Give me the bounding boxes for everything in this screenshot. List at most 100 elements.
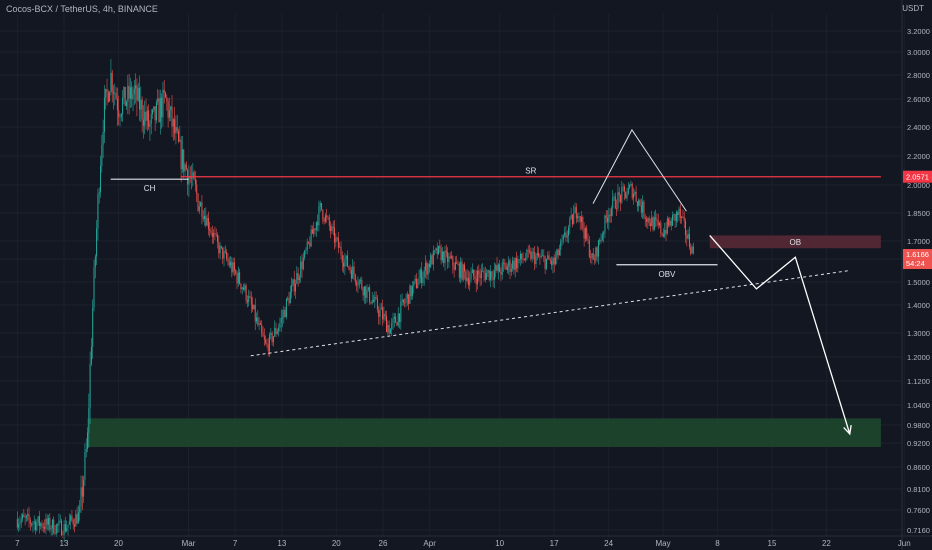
current-price-badge: [903, 249, 932, 270]
candle-up: [97, 194, 99, 229]
candle-up: [33, 521, 35, 524]
candle-up: [302, 257, 304, 270]
candle-down: [382, 307, 384, 320]
candle-down: [107, 91, 109, 102]
candle-up: [258, 323, 260, 325]
current-price-text: 1.6166: [906, 250, 929, 259]
candle-down: [452, 256, 454, 266]
candle-up: [37, 516, 39, 523]
candle-up: [363, 286, 365, 296]
candle-down: [376, 298, 378, 311]
candle-down: [586, 228, 588, 240]
candle-up: [291, 285, 293, 292]
candle-down: [500, 272, 502, 275]
candle-down: [224, 251, 226, 253]
candle-down: [139, 87, 141, 110]
candle-down: [350, 270, 352, 279]
candle-up: [344, 259, 346, 267]
candle-down: [475, 278, 477, 285]
candle-up: [152, 110, 154, 115]
countdown-text: 54:24: [906, 259, 925, 268]
candle-down: [81, 487, 83, 497]
candle-down: [686, 235, 688, 239]
candle-up: [678, 208, 680, 216]
candle-down: [496, 265, 498, 271]
candle-down: [28, 514, 30, 521]
candle-down: [467, 277, 469, 286]
candle-down: [685, 220, 687, 236]
candle-up: [223, 251, 225, 259]
candle-down: [488, 270, 490, 280]
candle-down: [154, 106, 156, 121]
candle-down: [111, 72, 113, 92]
candle-up: [20, 519, 22, 523]
candle-up: [387, 324, 389, 333]
candle-down: [396, 322, 398, 326]
candle-down: [483, 270, 485, 274]
y-tick-label: 1.1200: [907, 377, 930, 386]
y-tick-label: 2.6000: [907, 95, 930, 104]
candle-up: [495, 265, 497, 271]
candle-down: [473, 269, 475, 276]
candle-up: [432, 250, 434, 265]
candle-up: [135, 85, 137, 89]
candle-up: [287, 298, 289, 299]
candle-up: [647, 217, 649, 222]
candle-down: [657, 220, 659, 226]
x-tick-label: Apr: [423, 539, 436, 548]
candle-down: [688, 233, 690, 248]
candle-up: [617, 192, 619, 209]
candle-up: [181, 149, 183, 170]
candle-up: [531, 252, 533, 259]
candle-up: [204, 215, 206, 219]
candle-up: [63, 524, 65, 537]
y-tick-label: 1.5000: [907, 278, 930, 287]
candle-down: [35, 521, 37, 530]
candle-down: [311, 229, 313, 234]
candle-down: [456, 262, 458, 264]
candle-down: [428, 263, 430, 268]
x-tick-label: 17: [550, 539, 559, 548]
candle-up: [162, 89, 164, 118]
candle-up: [552, 257, 554, 266]
candle-down: [538, 252, 540, 257]
candle-down: [449, 256, 451, 258]
x-tick-label: 13: [277, 539, 286, 548]
candle-down: [250, 297, 252, 305]
y-tick-label: 0.9200: [907, 439, 930, 448]
candle-down: [145, 111, 147, 121]
candle-down: [553, 257, 555, 265]
x-tick-label: 20: [114, 539, 123, 548]
candle-up: [672, 215, 674, 226]
candle-down: [228, 260, 230, 266]
y-tick-label: 2.8000: [907, 71, 930, 80]
candle-down: [590, 256, 592, 258]
candle-down: [557, 249, 559, 256]
candle-down: [196, 184, 198, 194]
candle-down: [544, 256, 546, 269]
candle-up: [621, 187, 623, 203]
candle-up: [331, 226, 333, 232]
candle-up: [547, 255, 549, 259]
candle-down: [529, 250, 531, 252]
y-tick-label: 1.7000: [907, 237, 930, 246]
candle-up: [335, 237, 337, 243]
candle-up: [425, 262, 427, 271]
y-tick-label: 0.8100: [907, 485, 930, 494]
candle-down: [220, 245, 222, 248]
candle-up: [300, 261, 302, 278]
candle-down: [163, 89, 165, 93]
candle-up: [564, 232, 566, 236]
y-tick-label: 2.0000: [907, 181, 930, 190]
candle-up: [168, 110, 170, 118]
drawings: SR CH OBV: [110, 128, 881, 436]
candle-down: [408, 294, 410, 304]
candle-up: [584, 228, 586, 239]
candle-down: [61, 520, 63, 536]
candle-down: [115, 93, 117, 99]
candle-up: [276, 331, 278, 334]
candle-up: [68, 521, 70, 525]
candle-up: [123, 87, 125, 98]
